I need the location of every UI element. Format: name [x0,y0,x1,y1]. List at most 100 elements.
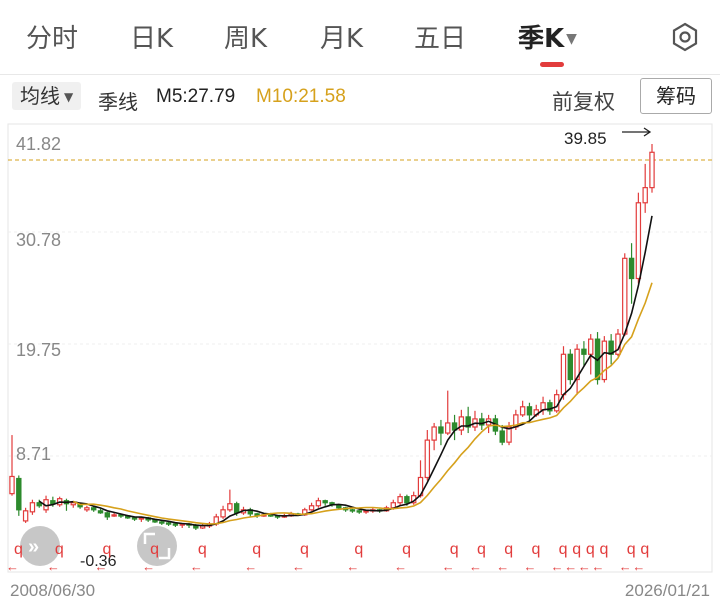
candle-body [499,430,505,443]
candle [165,521,172,526]
ma-select-label: 均线 [20,84,60,108]
x-end-label: 2026/01/21 [625,581,710,600]
candle [553,389,560,413]
candle-body [16,477,22,511]
candle-body [581,348,587,355]
candle-body [649,151,655,189]
event-marker-q[interactable]: q [640,541,649,558]
candle [574,344,580,395]
event-marker-arrow: ← [292,559,305,574]
event-marker-q[interactable]: q [531,541,540,558]
candle [485,414,492,434]
candle [356,509,362,514]
candle [438,419,444,446]
event-marker-q[interactable]: q [477,541,486,558]
candle-body [628,257,635,280]
kline-chart[interactable]: 41.82 30.78 19.75 8.71 39.85 -0.36 » q ← q… [0,120,720,604]
candle-body [588,338,594,355]
candle [588,334,594,375]
event-marker-q[interactable]: q [252,541,261,558]
expand-icon[interactable]: » [20,526,60,566]
candle [642,163,648,213]
event-marker-q[interactable]: q [450,541,459,558]
candle-body [506,426,512,443]
gear-icon[interactable] [670,22,700,52]
candle [410,491,417,505]
candle-body [322,500,328,504]
candle [70,501,76,508]
tab-five-day[interactable]: 五日 [414,24,467,54]
ma-select[interactable]: 均线 ▼ [12,82,82,110]
candle-body [526,406,533,416]
event-marker-q[interactable]: q [354,541,363,558]
candle [628,243,635,304]
event-marker-q[interactable]: q [103,541,112,558]
candle [526,402,533,420]
candle [615,329,621,357]
candle [601,336,608,383]
candle [431,422,437,451]
candle [172,522,179,527]
indicator-toolbar: 均线 ▼ 季线 M5:27.79 M10:21.58 前复权 筹码 [0,78,720,118]
candle-body [567,353,574,381]
candle [36,499,42,508]
candle-body [479,418,485,426]
header-divider [0,74,720,75]
tab-intraday[interactable]: 分时 [26,24,79,54]
x-start-label: 2008/06/30 [10,581,95,600]
candle-body [29,502,36,513]
event-marker-q[interactable]: q [55,541,64,558]
event-markers: q←q←q←q←q←q←q←q←q←q←q←q←q←q←q←q←q←q←q← [6,541,649,574]
candle-body [404,496,410,504]
event-marker-q[interactable]: q [14,541,23,558]
high-price-label: 39.85 [564,129,607,148]
candle [540,396,546,415]
candle [635,192,642,284]
candle-body [349,509,356,512]
tab-weekly-k[interactable]: 周K [224,24,268,54]
event-marker-arrow: ← [632,559,645,574]
event-marker-q[interactable]: q [572,541,581,558]
svg-text:»: » [28,536,39,558]
caret-down-icon: ▼ [566,31,577,47]
event-marker-arrow: ← [95,559,108,574]
ma5-line [38,215,653,527]
period-tabs: 分时 日K 周K 月K 五日 季K ▼ [0,0,720,74]
event-marker-q[interactable]: q [300,541,309,558]
candle [622,253,628,337]
tab-quarterly-k[interactable]: 季K ▼ [518,18,577,55]
event-marker-q[interactable]: q [402,541,411,558]
fullscreen-icon[interactable] [137,526,177,566]
candle [90,506,97,512]
event-marker-q[interactable]: q [504,541,513,558]
tab-monthly-k[interactable]: 月K [320,24,364,54]
candle-body [431,426,437,441]
price-adjust-toggle[interactable]: 前复权 [552,90,615,114]
event-marker-q[interactable]: q [150,541,159,558]
candle-body [36,502,42,507]
tab-daily-k[interactable]: 日K [130,24,174,54]
period-label: 季线 [98,90,138,114]
candle-body [540,402,546,411]
event-marker-arrow: ← [551,559,564,574]
chips-button[interactable]: 筹码 [640,78,712,114]
event-marker-arrow: ← [523,559,536,574]
event-marker-q[interactable]: q [586,541,595,558]
y-tick-label: 41.82 [16,134,61,154]
candle [547,399,553,415]
candle-body [465,416,471,428]
candle-body [131,517,138,520]
candle [472,410,478,432]
candle-body [315,500,322,507]
candle [465,406,471,434]
candle-body [104,512,111,518]
candle [16,475,22,516]
event-marker-q[interactable]: q [600,541,609,558]
candle-body [90,507,97,511]
candle-body [172,523,179,526]
event-marker-q[interactable]: q [627,541,636,558]
candle-body [97,510,104,514]
candle-body [159,521,165,524]
event-marker-q[interactable]: q [559,541,568,558]
event-marker-q[interactable]: q [198,541,207,558]
